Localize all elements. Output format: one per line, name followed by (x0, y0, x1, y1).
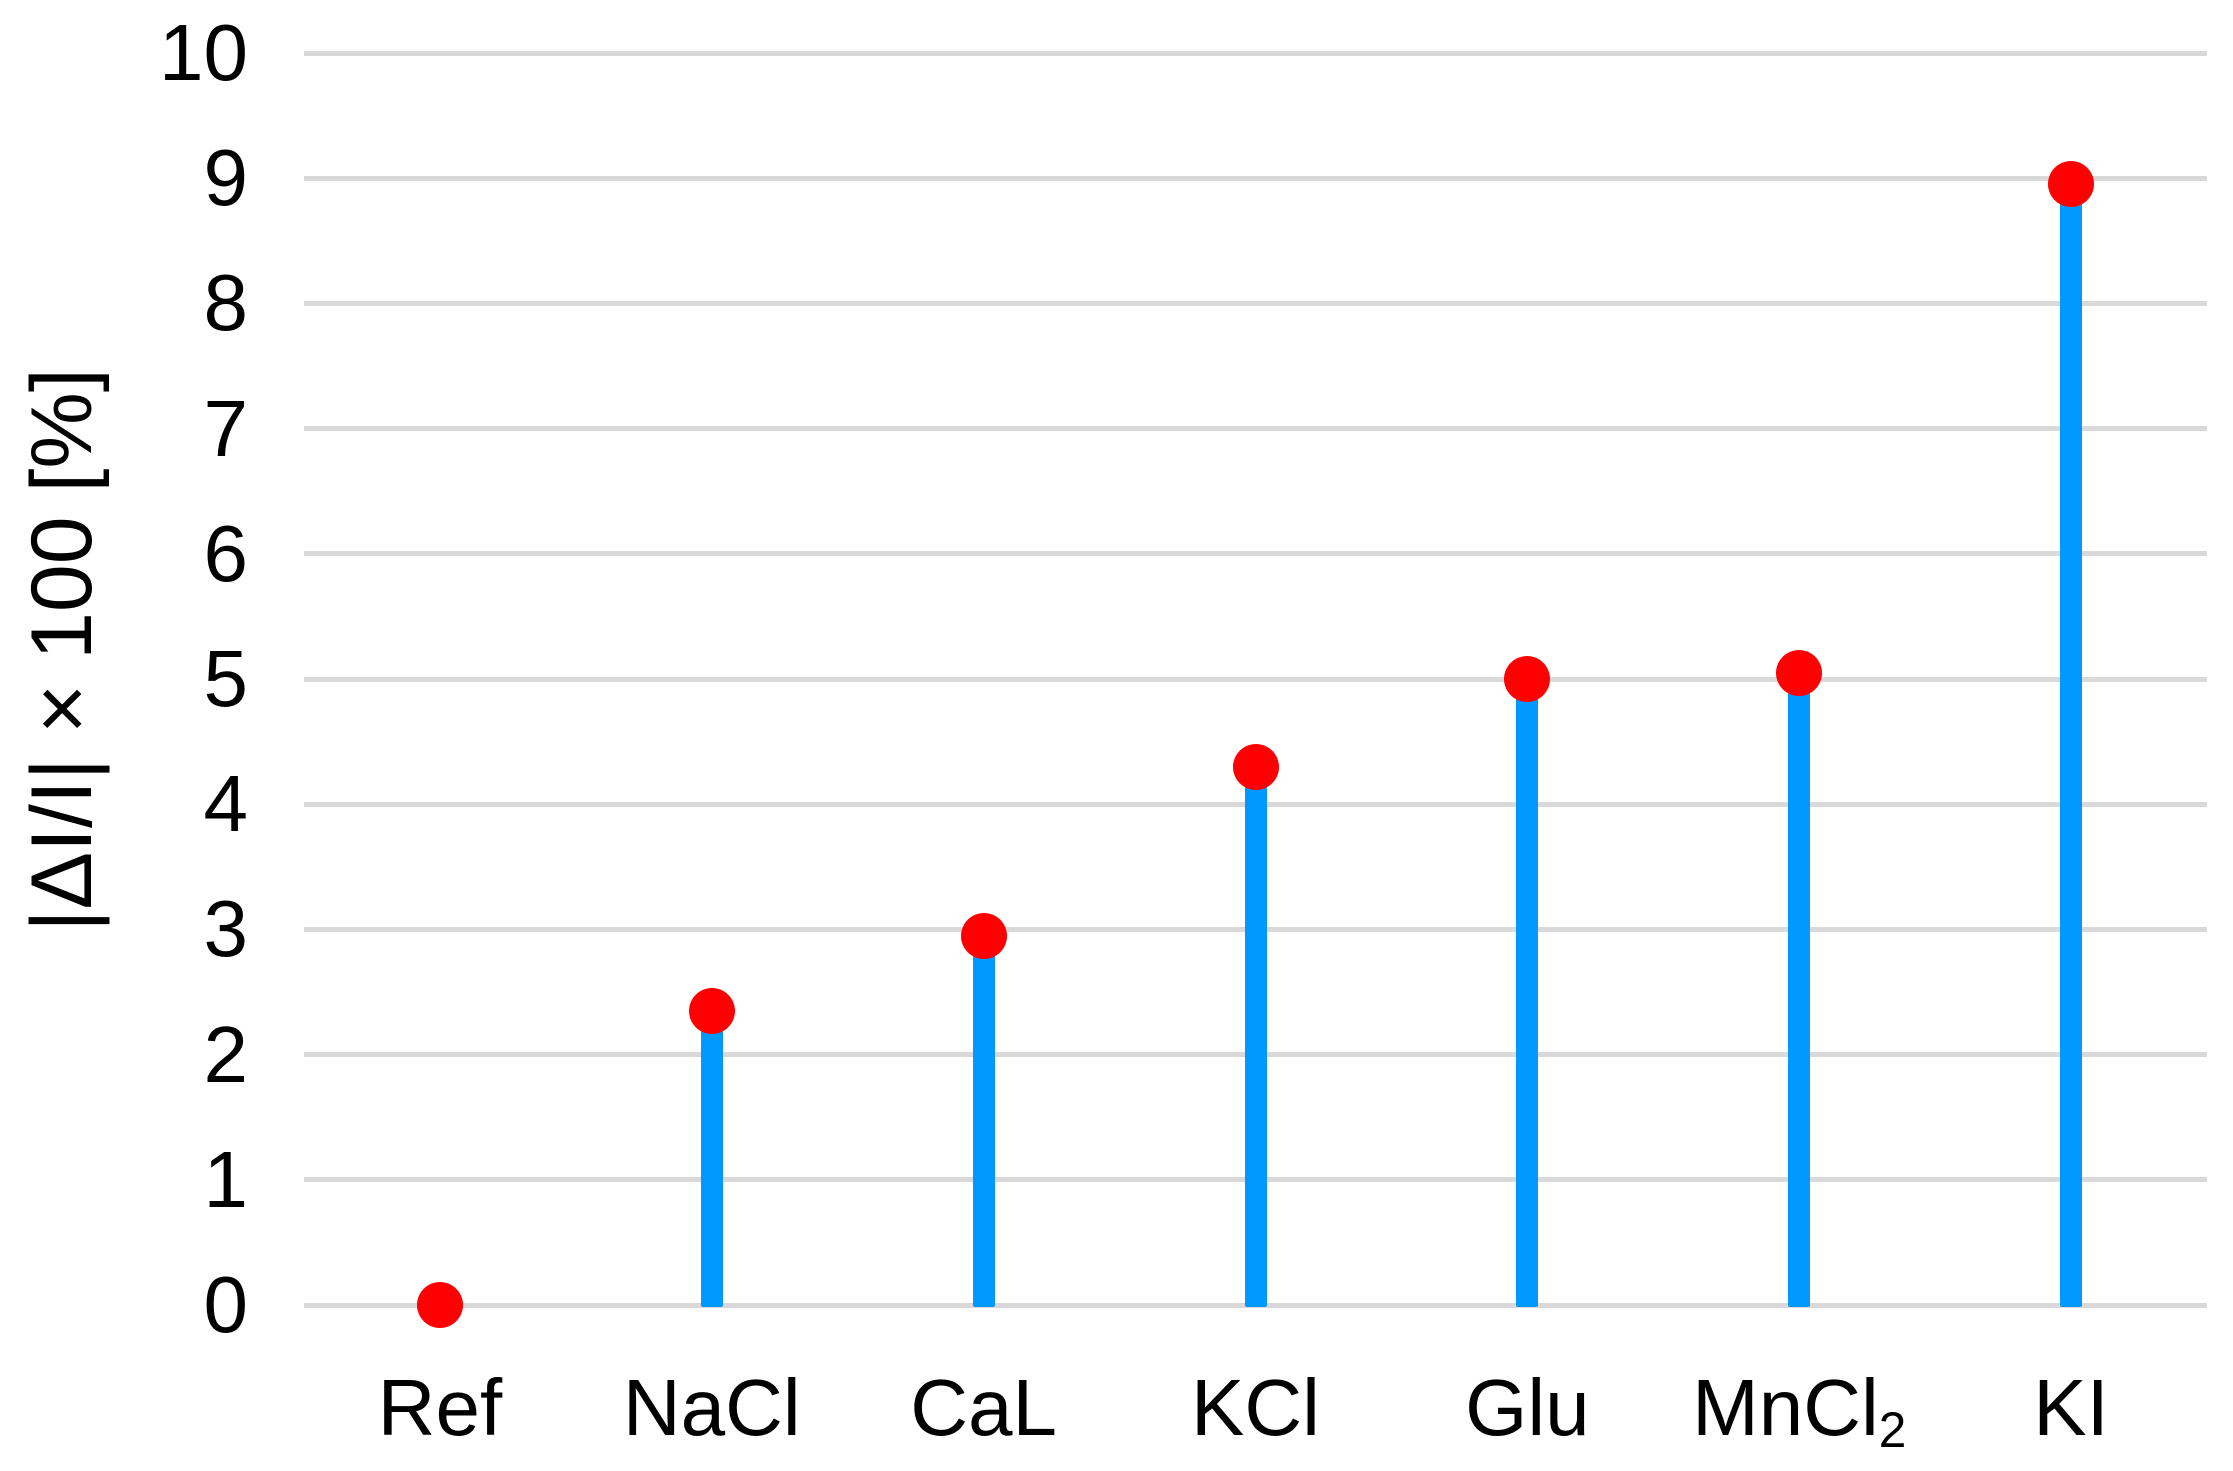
gridline-y-10 (304, 50, 2207, 56)
data-point-marker-nacl (688, 987, 735, 1034)
gridline-y-8 (304, 300, 2207, 306)
y-tick-label-2: 2 (203, 1009, 249, 1099)
x-axis-label-ki: KI (1921, 1365, 2221, 1451)
x-axis-label-mncl2: MnCl2 (1649, 1365, 1949, 1461)
data-point-marker-mncl2 (1776, 649, 1823, 696)
data-point-marker-ki (2048, 161, 2095, 208)
x-axis-label-text: KI (2033, 1363, 2109, 1452)
x-axis-label-text: Ref (377, 1363, 503, 1452)
data-point-marker-cal (960, 912, 1007, 959)
y-tick-label-7: 7 (203, 383, 249, 473)
x-axis-label-text: NaCl (622, 1363, 801, 1452)
y-tick-label-9: 9 (203, 133, 249, 223)
data-point-marker-ref (416, 1282, 463, 1328)
gridline-y-5 (304, 676, 2207, 682)
y-tick-label-8: 8 (203, 258, 249, 348)
y-tick-label-10: 10 (159, 8, 248, 97)
stem-glu (1516, 679, 1539, 1307)
x-axis-label-text: CaL (910, 1363, 1058, 1452)
x-axis-label-subscript: 2 (1878, 1402, 1907, 1459)
stem-nacl (700, 1010, 723, 1307)
gridline-y-7 (304, 426, 2207, 432)
stem-kcl (1244, 766, 1267, 1307)
y-tick-label-1: 1 (203, 1134, 249, 1224)
stem-ki (2060, 184, 2083, 1307)
x-axis-label-nacl: NaCl (562, 1365, 862, 1451)
y-tick-label-6: 6 (203, 508, 249, 598)
data-point-marker-kcl (1232, 743, 1279, 790)
gridline-y-9 (304, 175, 2207, 181)
x-axis-label-text: Glu (1465, 1363, 1590, 1452)
x-axis-label-glu: Glu (1377, 1365, 1677, 1451)
data-point-marker-glu (1504, 656, 1551, 702)
y-tick-label-3: 3 (203, 884, 249, 974)
y-tick-label-4: 4 (203, 759, 249, 849)
y-tick-label-5: 5 (203, 634, 249, 723)
x-axis-label-text: KCl (1191, 1363, 1320, 1452)
stem-cal (972, 935, 995, 1307)
stem-mncl2 (1788, 672, 1811, 1307)
y-tick-label-0: 0 (203, 1260, 249, 1349)
x-axis-label-text: MnCl (1692, 1363, 1879, 1452)
gridline-y-6 (304, 551, 2207, 557)
x-axis-label-ref: Ref (290, 1365, 590, 1451)
x-axis-label-kcl: KCl (1106, 1365, 1406, 1451)
x-axis-label-cal: CaL (834, 1365, 1134, 1451)
